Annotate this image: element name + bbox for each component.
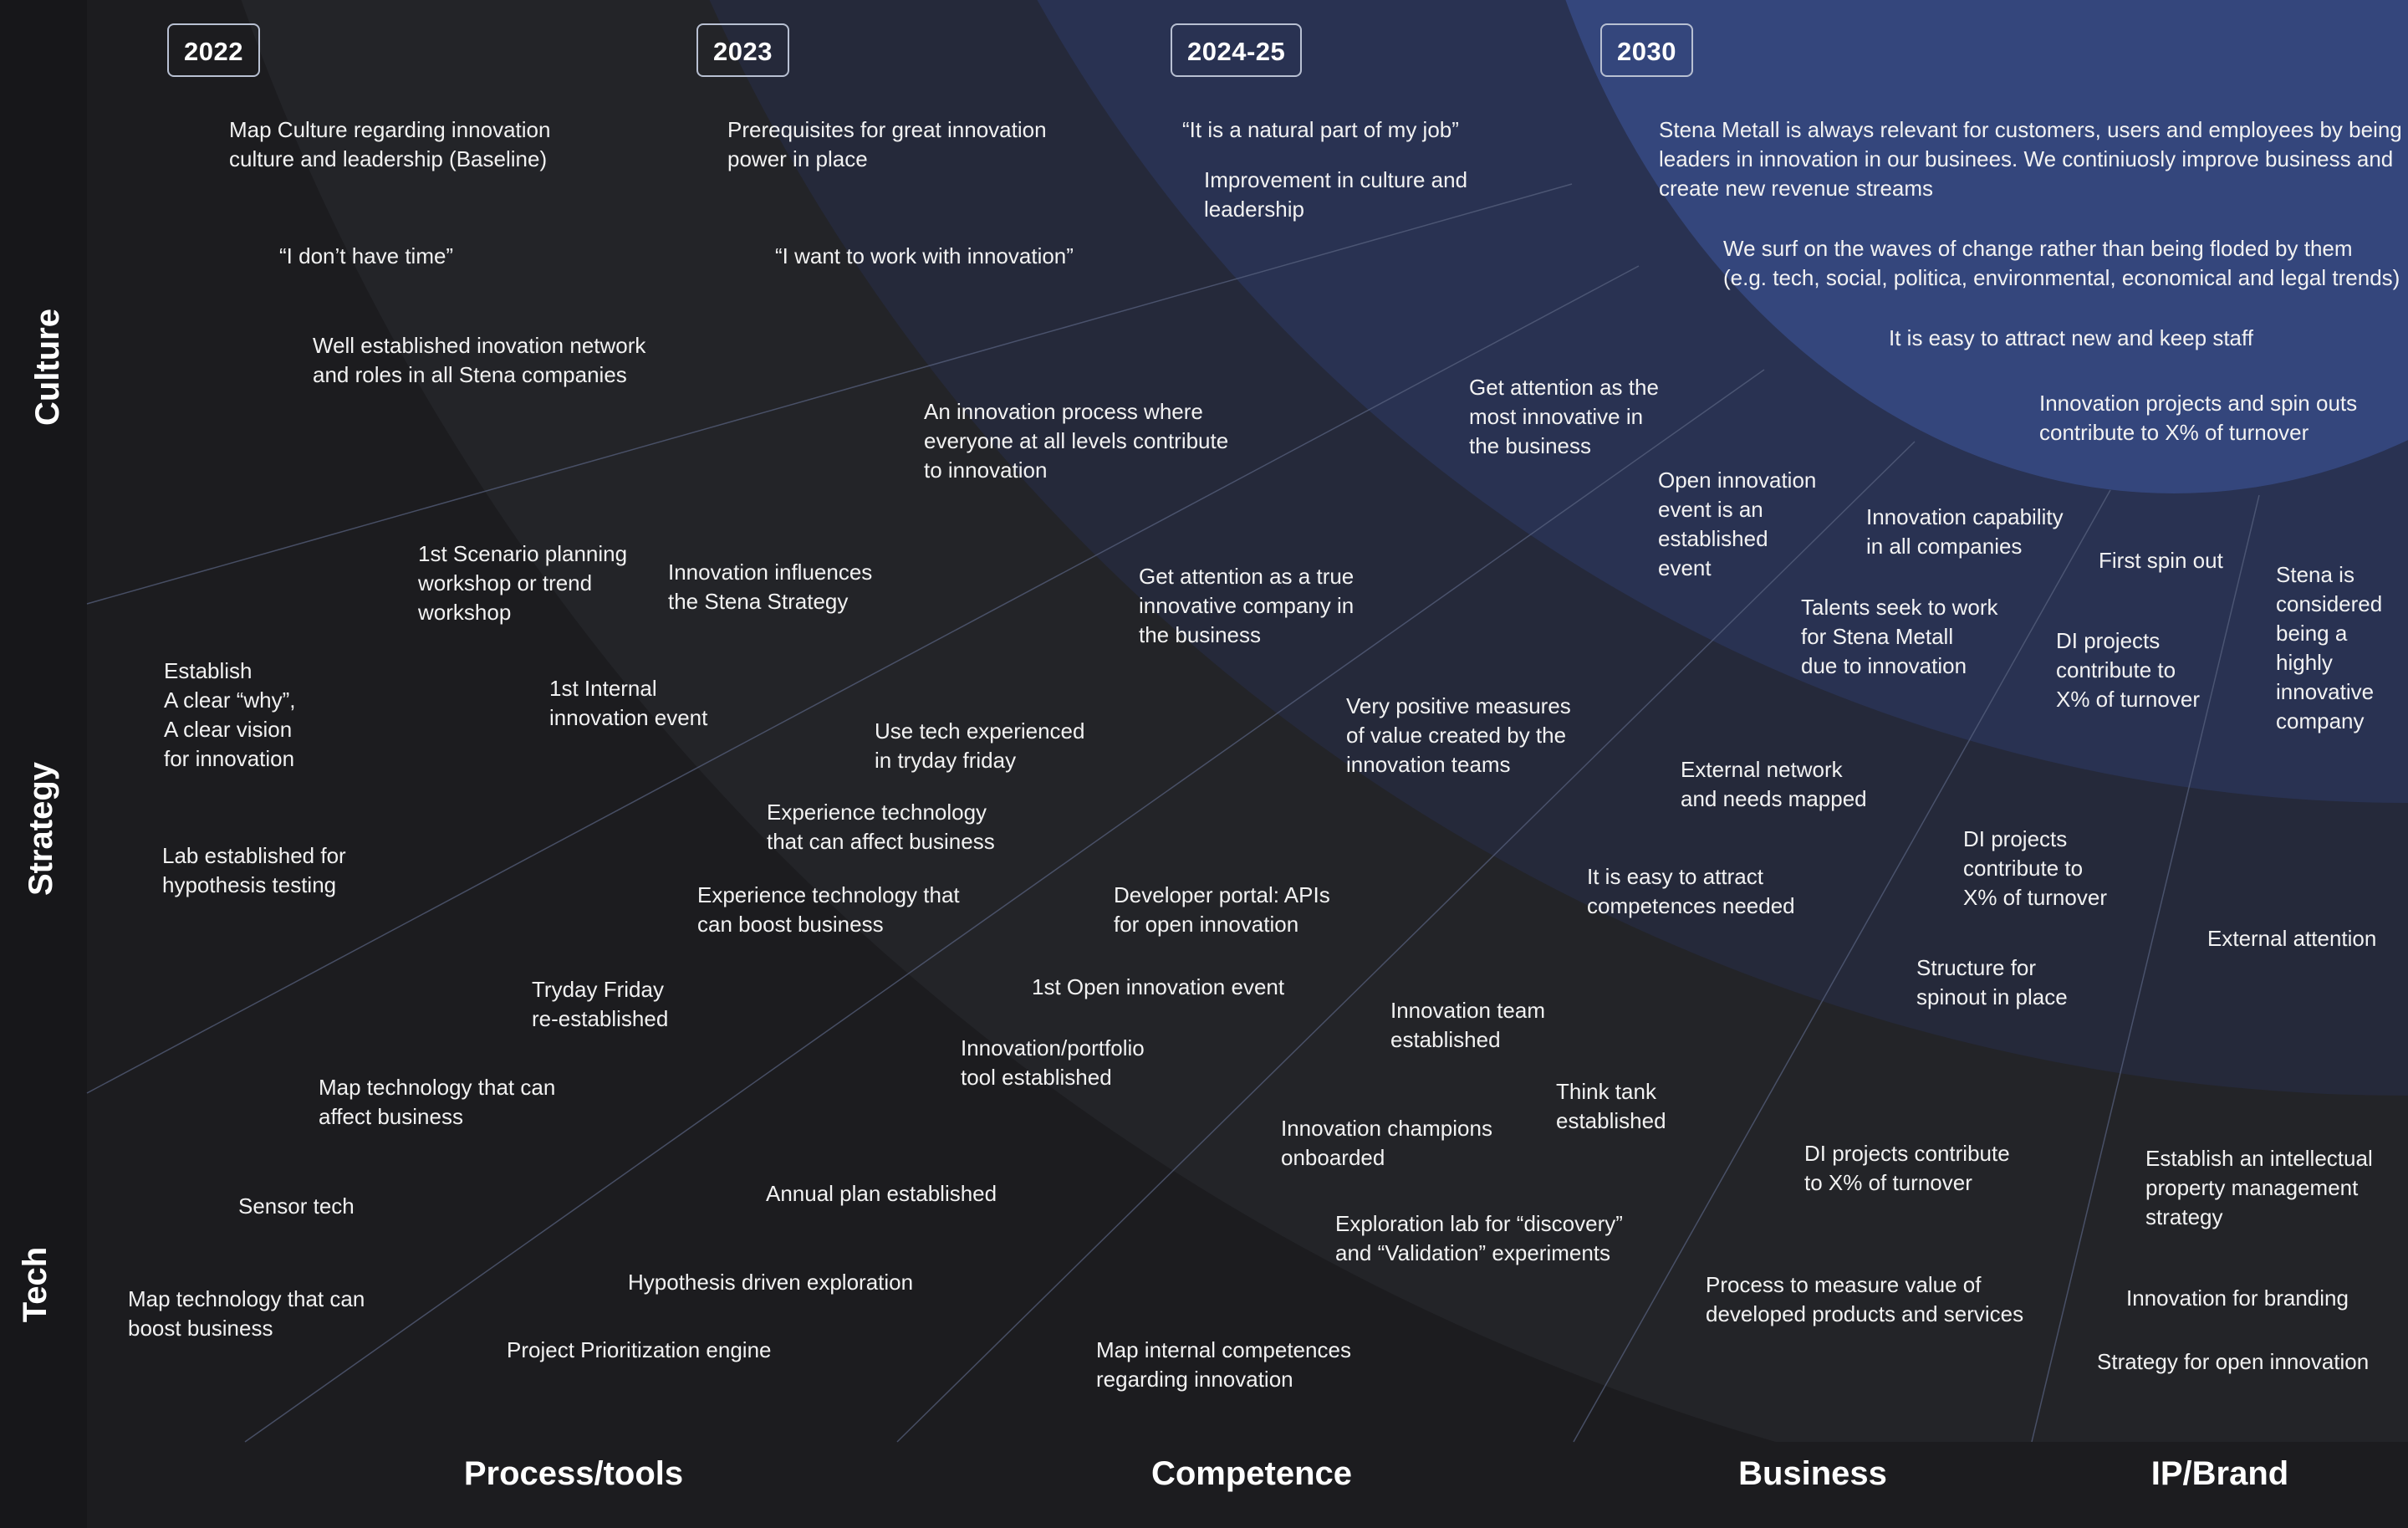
year-2023: 2023 <box>696 23 789 77</box>
roadmap-item: Get attention as the most innovative in … <box>1469 375 1659 458</box>
roadmap-item: First spin out <box>2099 548 2223 573</box>
row-label-tech: Tech <box>17 1246 54 1323</box>
radial-line <box>86 183 1573 605</box>
bottom-bar <box>87 1442 2408 1528</box>
roadmap-item: Developer portal: APIs for open innovati… <box>1114 882 1330 937</box>
roadmap-item: Innovation capability in all companies <box>1866 504 2064 559</box>
roadmap-item: Stena is considered being a highly innov… <box>2276 562 2383 733</box>
roadmap-item: Project Prioritization engine <box>507 1337 772 1362</box>
roadmap-item: Exploration lab for “discovery” and “Val… <box>1335 1211 1623 1265</box>
column-label-ip-brand: IP/Brand <box>2150 1455 2289 1492</box>
roadmap-item: An innovation process where everyone at … <box>924 399 1229 483</box>
roadmap-item: Innovation projects and spin outs contri… <box>2039 391 2358 445</box>
roadmap-item: Innovation influences the Stena Strategy <box>668 560 873 614</box>
radial-line <box>896 441 1916 1443</box>
roadmap-item: Innovation champions onboarded <box>1281 1116 1492 1170</box>
year-2024-25: 2024-25 <box>1171 23 1303 77</box>
roadmap-item: Establish an intellectual property manag… <box>2145 1146 2373 1229</box>
roadmap-item: Innovation/portfolio tool established <box>961 1035 1145 1090</box>
column-label-process-tools: Process/tools <box>463 1455 684 1492</box>
roadmap-item: Improvement in culture and leadership <box>1204 167 1468 222</box>
left-bar <box>0 0 87 1528</box>
roadmap-item: Lab established for hypothesis testing <box>162 843 346 897</box>
roadmap-item: Establish A clear “why”, A clear vision … <box>164 658 296 771</box>
roadmap-item: Map technology that can boost business <box>128 1286 365 1341</box>
roadmap-item: Use tech experienced in tryday friday <box>875 718 1085 773</box>
roadmap-item: External attention <box>2207 926 2377 951</box>
roadmap-item: Open innovation event is an established … <box>1658 468 1817 580</box>
roadmap-item: External network and needs mapped <box>1681 757 1867 811</box>
roadmap-item: 1st Internal innovation event <box>549 676 708 730</box>
roadmap-item: Structure for spinout in place <box>1916 955 2068 1009</box>
roadmap-item: “I don’t have time” <box>279 243 454 268</box>
roadmap-item: Map technology that can affect business <box>319 1075 556 1129</box>
roadmap-item: Map internal competences regarding innov… <box>1096 1337 1351 1392</box>
ring-2030 <box>1565 0 2408 493</box>
row-label-culture: Culture <box>29 309 66 426</box>
roadmap-item: Very positive measures of value created … <box>1346 693 1571 777</box>
row-label-strategy: Strategy <box>23 761 59 897</box>
radial-line <box>244 369 1765 1443</box>
roadmap-item: 1st Scenario planning workshop or trend … <box>418 541 628 625</box>
roadmap-item: Hypothesis driven exploration <box>628 1270 914 1295</box>
roadmap-item: DI projects contribute to X% of turnover <box>1804 1141 2010 1195</box>
roadmap-item: Experience technology that can affect bu… <box>767 800 995 854</box>
roadmap-item: Talents seek to work for Stena Metall du… <box>1801 595 1998 678</box>
roadmap-item: “It is a natural part of my job” <box>1182 117 1459 142</box>
column-label-competence: Competence <box>1150 1455 1353 1492</box>
roadmap-item: “I want to work with innovation” <box>775 243 1074 268</box>
column-label-business: Business <box>1738 1455 1887 1492</box>
radial-line <box>1573 489 2111 1443</box>
roadmap-item: Map Culture regarding innovation culture… <box>229 117 551 171</box>
roadmap-item: Get attention as a true innovative compa… <box>1139 564 1354 647</box>
year-2030: 2030 <box>1600 23 1693 77</box>
roadmap-item: DI projects contribute to X% of turnover <box>2056 628 2200 712</box>
radial-line <box>2031 494 2260 1443</box>
roadmap-item: Strategy for open innovation <box>2097 1349 2370 1374</box>
roadmap-item: Tryday Friday re-established <box>532 977 669 1031</box>
roadmap-item: Prerequisites for great innovation power… <box>727 117 1047 171</box>
roadmap-item: 1st Open innovation event <box>1032 974 1285 999</box>
roadmap-item: We surf on the waves of change rather th… <box>1723 236 2400 290</box>
roadmap-item: Stena Metall is always relevant for cust… <box>1659 117 2402 201</box>
roadmap-item: Annual plan established <box>766 1181 997 1206</box>
roadmap-item: Innovation team established <box>1390 998 1546 1052</box>
roadmap-item: Experience technology that can boost bus… <box>697 882 960 937</box>
year-2022: 2022 <box>167 23 260 77</box>
roadmap-item: Innovation for branding <box>2126 1285 2349 1311</box>
radial-line <box>86 265 1640 1094</box>
roadmap-item: Well established inovation network and r… <box>313 333 646 387</box>
radial-lines <box>86 183 2260 1443</box>
roadmap-item: DI projects contribute to X% of turnover <box>1963 826 2107 910</box>
roadmap-item: It is easy to attract competences needed <box>1587 864 1795 918</box>
roadmap-item: Process to measure value of developed pr… <box>1706 1272 2024 1326</box>
roadmap-item: Think tank established <box>1556 1079 1666 1133</box>
roadmap-item: It is easy to attract new and keep staff <box>1889 325 2253 350</box>
roadmap-item: Sensor tech <box>238 1193 355 1219</box>
